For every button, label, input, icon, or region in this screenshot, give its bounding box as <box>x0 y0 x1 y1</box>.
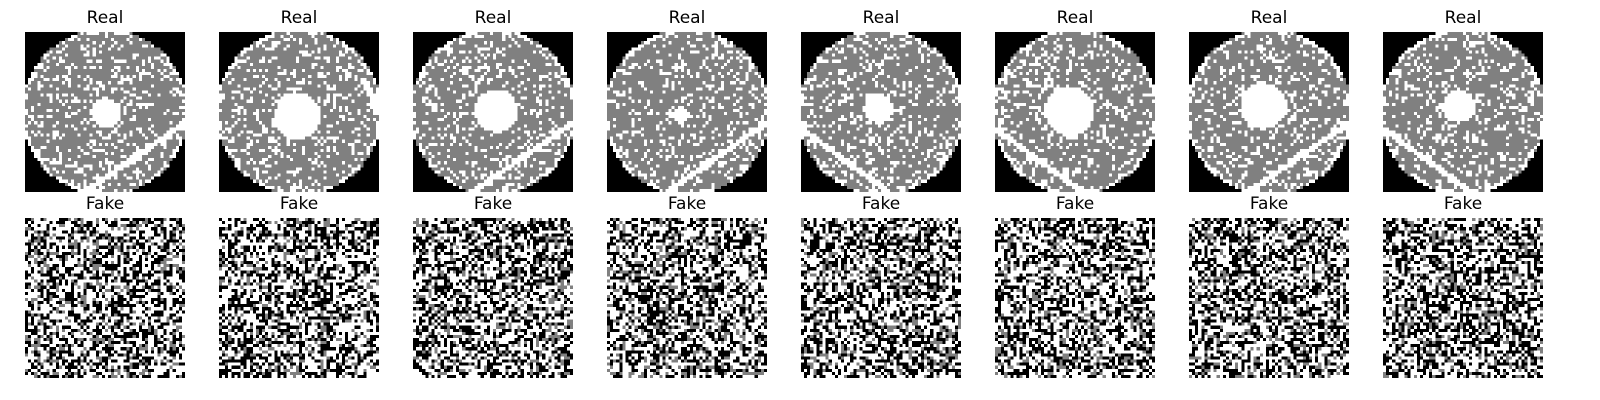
noise-image <box>1189 218 1349 378</box>
noise-image <box>219 218 379 378</box>
wafer-map-image <box>1383 32 1543 192</box>
noise-image <box>25 218 185 378</box>
panel-title: Fake <box>279 194 319 214</box>
wafer-map-image <box>25 32 185 192</box>
panel-title: Fake <box>861 194 901 214</box>
panel-title: Fake <box>667 194 707 214</box>
panel-title: Fake <box>1249 194 1289 214</box>
wafer-map-image <box>413 32 573 192</box>
wafer-map-image <box>607 32 767 192</box>
noise-image <box>995 218 1155 378</box>
wafer-map-image <box>995 32 1155 192</box>
panel-title: Fake <box>473 194 513 214</box>
wafer-map-image <box>801 32 961 192</box>
panel-title: Real <box>86 8 124 28</box>
panel-title: Real <box>1056 8 1094 28</box>
noise-image <box>1383 218 1543 378</box>
panel-title: Real <box>280 8 318 28</box>
panel-title: Fake <box>1055 194 1095 214</box>
panel-title: Real <box>1250 8 1288 28</box>
noise-image <box>607 218 767 378</box>
panel-title: Fake <box>85 194 125 214</box>
panel-title: Real <box>668 8 706 28</box>
panel-title: Real <box>474 8 512 28</box>
wafer-map-image <box>1189 32 1349 192</box>
noise-image <box>413 218 573 378</box>
panel-title: Real <box>862 8 900 28</box>
panel-title: Fake <box>1443 194 1483 214</box>
wafer-map-image <box>219 32 379 192</box>
noise-image <box>801 218 961 378</box>
panel-title: Real <box>1444 8 1482 28</box>
